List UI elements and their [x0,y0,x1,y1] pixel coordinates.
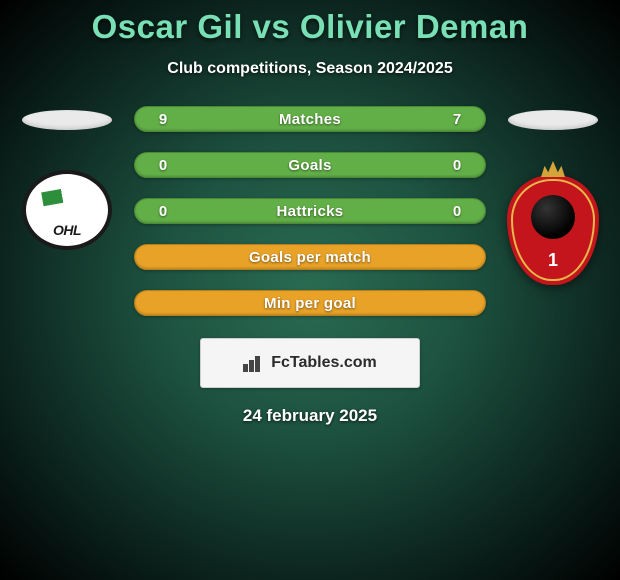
main-row: OHL 9 Matches 7 0 Goals 0 0 Hattricks 0 [0,106,620,336]
stat-bar-goals: 0 Goals 0 [134,152,486,178]
crown-icon [541,161,565,177]
stats-list: 9 Matches 7 0 Goals 0 0 Hattricks 0 Goal… [134,106,486,336]
date-text: 24 february 2025 [0,406,620,426]
stat-label: Hattricks [173,203,447,220]
player-right-column: 1 [498,106,608,280]
antwerp-badge-number: 1 [548,250,558,271]
ohl-badge-text: OHL [53,222,81,238]
stat-bar-goals-per-match: Goals per match [134,244,486,270]
stat-right-value: 0 [447,203,467,220]
player-right-placeholder [508,110,598,130]
club-logo-right: 1 [503,180,603,280]
stat-left-value: 0 [153,203,173,220]
page-title: Oscar Gil vs Olivier Deman [0,0,620,46]
stat-label: Goals [173,157,447,174]
stat-label: Goals per match [173,249,447,266]
ohl-badge-icon: OHL [22,170,112,250]
stat-bar-hattricks: 0 Hattricks 0 [134,198,486,224]
stat-right-value: 7 [447,111,467,128]
brand-text: FcTables.com [271,354,377,372]
stat-bar-min-per-goal: Min per goal [134,290,486,316]
stat-right-value: 0 [447,157,467,174]
stat-left-value: 0 [153,157,173,174]
stat-label: Matches [173,111,447,128]
stat-left-value: 9 [153,111,173,128]
brand-box[interactable]: FcTables.com [200,338,420,388]
bar-chart-icon [243,354,265,372]
stat-bar-matches: 9 Matches 7 [134,106,486,132]
player-left-column: OHL [12,106,122,260]
club-logo-left: OHL [17,160,117,260]
page-subtitle: Club competitions, Season 2024/2025 [0,60,620,78]
comparison-card: Oscar Gil vs Olivier Deman Club competit… [0,0,620,426]
player-left-placeholder [22,110,112,130]
stat-label: Min per goal [173,295,447,312]
antwerp-badge-icon: 1 [507,175,599,285]
ball-icon [531,195,575,239]
